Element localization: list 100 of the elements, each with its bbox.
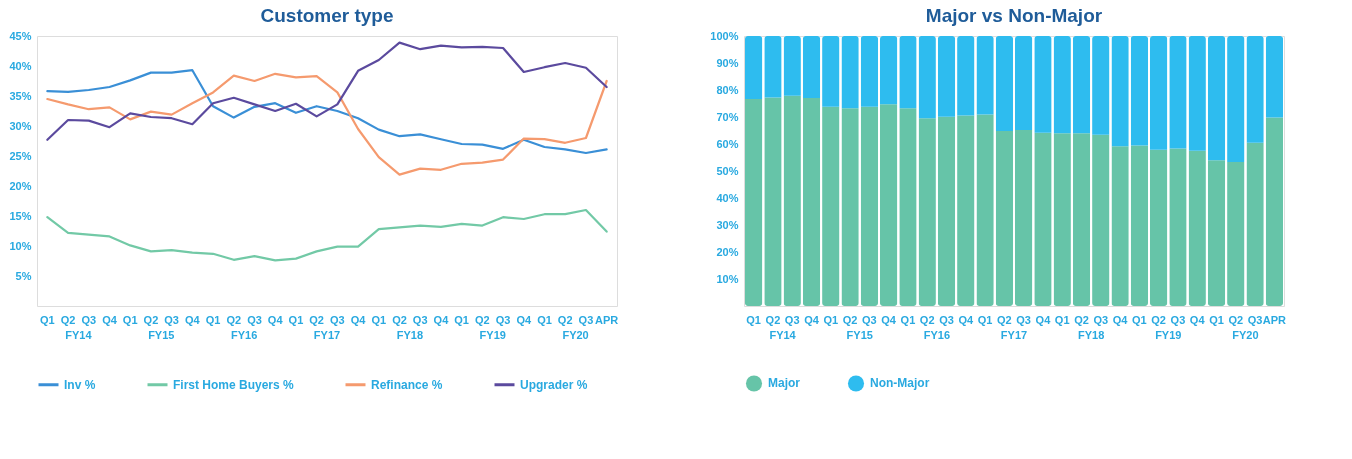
x-tick-label: Q3 (1093, 313, 1109, 326)
x-tick-label: Q3 (1247, 313, 1263, 326)
x-tick-label: Q2 (765, 313, 781, 326)
chart-title: Major vs Non-Major (925, 5, 1103, 26)
bar (1207, 36, 1226, 161)
text: FY20 (1232, 329, 1259, 341)
x-tick-label: Q3 (862, 313, 877, 326)
x-tick-label: Q2 (1151, 313, 1166, 326)
y-tick-label: 70% (716, 110, 739, 123)
legend-label: Non-Major (870, 376, 930, 391)
x-tick-label: Q3 (495, 313, 511, 326)
text: FY17 (1000, 329, 1028, 341)
line-series (46, 69, 608, 155)
x-tick-label: Q1 (1054, 313, 1070, 326)
x-tick-label: Q4 (185, 313, 201, 326)
x-tick-label: Q1 (1209, 313, 1224, 326)
legend-label: Major (768, 376, 801, 391)
x-tick-label: Q4 (1112, 313, 1129, 326)
bar (957, 36, 975, 116)
text: FY18 (1077, 329, 1105, 341)
bar (802, 98, 821, 306)
bar (764, 36, 782, 98)
x-tick-label: Q2 (143, 313, 159, 326)
bar (860, 36, 879, 107)
bar (822, 36, 840, 107)
bar (744, 98, 763, 306)
bar (1092, 36, 1110, 135)
bar (822, 106, 840, 306)
y-tick-label: 100% (710, 29, 739, 42)
x-tick-label: Q4 (881, 313, 897, 326)
text: FY18 (396, 329, 424, 341)
chart-title: Customer type (260, 5, 394, 26)
x-tick-label: Q2 (842, 313, 858, 326)
bar (995, 131, 1014, 306)
x-tick-label: Q1 (122, 313, 138, 326)
text: FY17 (313, 329, 341, 341)
y-tick-label: 30% (9, 119, 32, 132)
bar (783, 95, 801, 306)
bar (1053, 133, 1071, 306)
y-tick-label: 35% (9, 89, 32, 102)
bar (976, 36, 994, 115)
bar (1130, 145, 1149, 306)
y-tick-label: 80% (716, 83, 739, 96)
text: FY16 (230, 329, 258, 341)
bar (1092, 134, 1110, 306)
bar (1130, 36, 1149, 146)
bar (1014, 36, 1033, 130)
x-tick-label: Q4 (102, 313, 118, 326)
y-tick-label: 10% (716, 272, 739, 285)
bar (918, 118, 936, 306)
text: FY14 (65, 329, 93, 341)
bar (937, 116, 956, 306)
x-tick-label: Q4 (350, 313, 367, 326)
bar (1246, 36, 1264, 143)
bar (1034, 36, 1052, 133)
x-tick-label: Q1 (40, 313, 55, 326)
bar (1265, 36, 1284, 118)
y-tick-label: 45% (9, 29, 32, 42)
bar (1111, 146, 1129, 306)
bar (1053, 36, 1071, 134)
x-tick-label: Q2 (997, 313, 1012, 326)
bar (1149, 36, 1168, 150)
x-tick-label: Q4 (804, 313, 820, 326)
x-tick-label: Q4 (516, 313, 532, 326)
x-tick-label: Q1 (288, 313, 304, 326)
y-tick-label: 40% (9, 59, 32, 72)
bar (1111, 36, 1129, 147)
text: FY15 (846, 329, 873, 341)
x-tick-label: Q2 (226, 313, 242, 326)
legend-label: Upgrader % (520, 377, 588, 392)
legend-label: Refinance % (371, 377, 443, 392)
bar (899, 36, 917, 109)
bar (1072, 36, 1091, 134)
text: FY14 (769, 329, 797, 341)
x-tick-label: Q2 (557, 313, 573, 326)
x-tick-label: Q3 (412, 313, 428, 326)
x-tick-label: Q3 (1016, 313, 1031, 326)
bar (1227, 36, 1245, 163)
x-tick-label: Q1 (823, 313, 839, 326)
x-tick-label: Q2 (60, 313, 76, 326)
y-tick-label: 60% (716, 137, 739, 150)
x-tick-label: Q4 (1189, 313, 1206, 326)
x-tick-label: Q3 (247, 313, 262, 326)
bar (899, 108, 917, 306)
x-tick-label: Q3 (784, 313, 800, 326)
bar (879, 36, 898, 105)
x-tick-label: Q1 (454, 313, 469, 326)
x-tick-label: Q2 (1074, 313, 1089, 326)
y-tick-label: 40% (716, 191, 739, 204)
y-tick-label: 30% (716, 218, 739, 231)
text: FY15 (148, 329, 175, 341)
text: FY16 (923, 329, 951, 341)
bar (1188, 36, 1206, 151)
text: FY20 (562, 329, 589, 341)
bar (783, 36, 801, 96)
x-tick-label: Q2 (1228, 313, 1244, 326)
x-tick-label: Q4 (433, 313, 450, 326)
bar (976, 114, 994, 306)
y-tick-label: 10% (9, 239, 32, 252)
y-tick-label: 15% (9, 209, 32, 222)
